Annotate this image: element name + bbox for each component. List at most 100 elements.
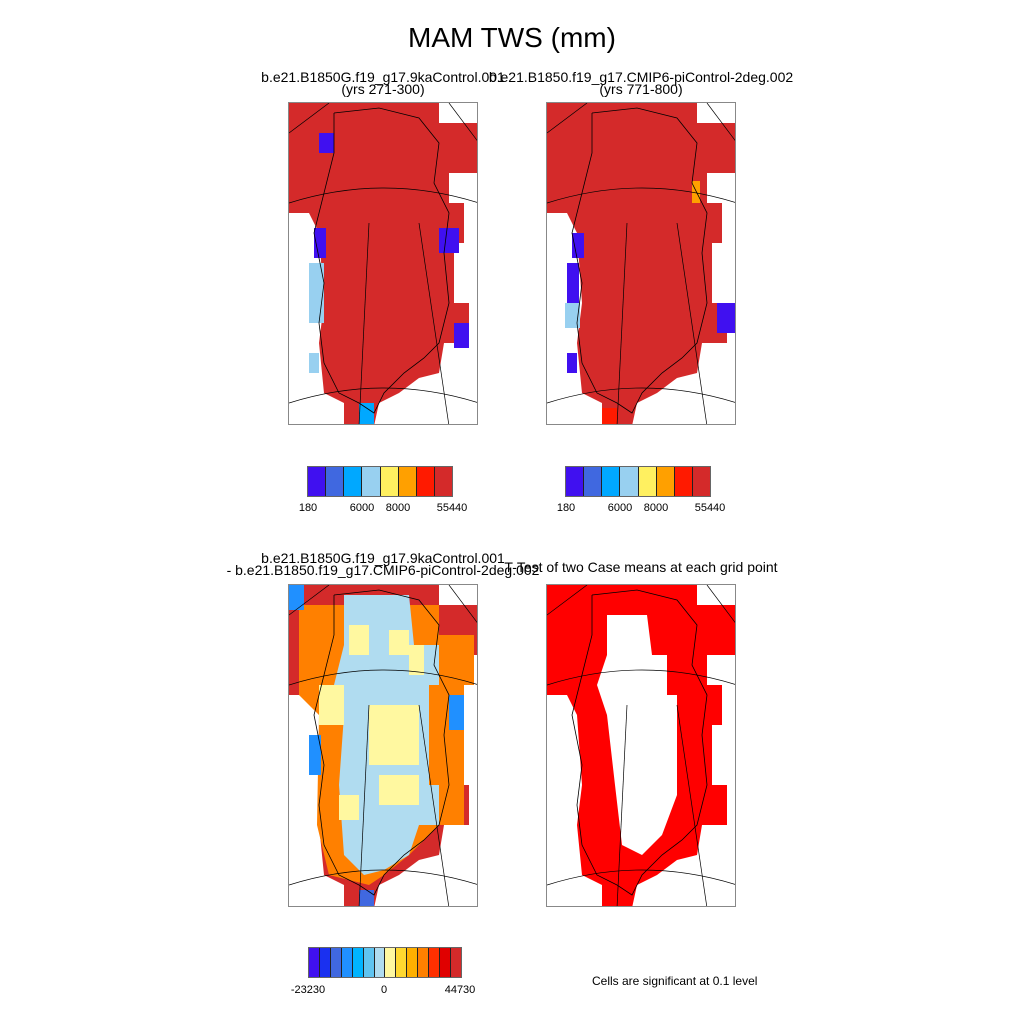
grid-cell xyxy=(565,303,580,328)
meridian-line xyxy=(418,704,450,906)
colorbar-swatch xyxy=(416,467,435,496)
panel2-title-line1: b.e21.B1850.f19_g17.CMIP6-piControl-2deg… xyxy=(488,69,794,85)
colorbar1-label: 180 xyxy=(298,502,318,514)
grid-cell xyxy=(389,630,409,655)
map-panel-difference xyxy=(288,584,478,907)
coastline xyxy=(571,107,708,414)
meridian-line xyxy=(706,103,735,141)
grid-cell xyxy=(339,795,359,820)
colorbar2-label: 180 xyxy=(556,502,576,514)
meridian-line xyxy=(358,704,370,906)
colorbar-swatch xyxy=(440,948,451,977)
grid-cell xyxy=(289,590,297,605)
map-panel-ttest xyxy=(546,584,736,907)
panel2-title: b.e21.B1850.f19_g17.CMIP6-piControl-2deg… xyxy=(488,69,794,97)
grid-cell xyxy=(349,625,369,655)
grid-cell xyxy=(572,233,584,258)
grid-cell xyxy=(309,735,321,775)
grid-cell xyxy=(309,263,324,323)
colorbar1-label: 8000 xyxy=(385,502,411,514)
colorbar-swatch xyxy=(362,467,381,496)
colorbar3-label: -23230 xyxy=(290,984,326,996)
coastline xyxy=(313,107,450,414)
colorbar-swatch xyxy=(620,467,639,496)
meridian-line xyxy=(289,103,330,134)
colorbar-swatch xyxy=(656,467,675,496)
colorbar-swatch xyxy=(450,948,461,977)
figure-title: MAM TWS (mm) xyxy=(408,22,616,53)
panel1-title-line2: (yrs 271-300) xyxy=(341,81,425,97)
colorbar-swatch xyxy=(638,467,657,496)
colorbar-swatch xyxy=(396,948,408,977)
colorbar1-label: 55440 xyxy=(436,502,468,514)
panel3-title-line2: - b.e21.B1850.f19_g17.CMIP6-piControl-2d… xyxy=(226,562,540,578)
ice-sheet-field xyxy=(547,103,735,424)
colorbar-swatch xyxy=(429,948,441,977)
meridian-line xyxy=(616,704,628,906)
colorbar-swatch xyxy=(344,467,363,496)
panel2-title-line2: (yrs 771-800) xyxy=(599,81,683,97)
colorbar-swatch xyxy=(566,467,585,496)
colorbar-swatch xyxy=(380,467,399,496)
colorbar-swatch xyxy=(407,948,419,977)
grid-cell xyxy=(379,775,419,805)
colorbar3-label: 0 xyxy=(380,984,388,996)
colorbar-case1 xyxy=(307,466,453,497)
grid-cell xyxy=(359,890,374,906)
colorbar-swatch xyxy=(674,467,693,496)
latitude-line xyxy=(289,869,477,886)
colorbar-swatch xyxy=(398,467,417,496)
grid-cell xyxy=(567,263,579,303)
colorbar-swatch xyxy=(330,948,342,977)
grid-cell xyxy=(319,685,344,725)
meridian-line xyxy=(418,222,450,424)
non-significant-region xyxy=(597,615,677,855)
map-panel-case1 xyxy=(288,102,478,425)
latitude-line xyxy=(547,187,735,204)
panel3-title: b.e21.B1850G.f19_g17.9kaControl.001 - b.… xyxy=(226,550,540,578)
colorbar-swatch xyxy=(602,467,621,496)
significance-note: Cells are significant at 0.1 level xyxy=(592,974,758,988)
grid-cell xyxy=(409,645,424,675)
colorbar-case2 xyxy=(565,466,711,497)
colorbar-swatch xyxy=(692,467,710,496)
colorbar-swatch xyxy=(352,948,364,977)
meridian-line xyxy=(289,585,330,616)
colorbar2-label: 8000 xyxy=(643,502,669,514)
colorbar-swatch xyxy=(374,948,386,977)
colorbar-swatch xyxy=(319,948,331,977)
grid-cell xyxy=(359,403,374,424)
latitude-line xyxy=(289,669,477,686)
meridian-line xyxy=(706,585,735,623)
meridian-line xyxy=(448,103,477,141)
colorbar-swatch xyxy=(385,948,397,977)
grid-cell xyxy=(602,408,617,424)
map-panel-case2 xyxy=(546,102,736,425)
colorbar-swatch xyxy=(308,467,327,496)
panel4-title: T-Test of two Case means at each grid po… xyxy=(504,559,778,575)
meridian-line xyxy=(616,222,628,424)
colorbar-swatch xyxy=(418,948,430,977)
latitude-line xyxy=(289,387,477,404)
meridian-line xyxy=(676,704,708,906)
colorbar-difference xyxy=(308,947,462,978)
meridian-line xyxy=(448,585,477,623)
meridian-line xyxy=(676,222,708,424)
coastline xyxy=(571,589,708,896)
latitude-line xyxy=(289,187,477,204)
grid-cell xyxy=(439,228,459,253)
colorbar-swatch xyxy=(434,467,452,496)
meridian-line xyxy=(547,585,588,616)
grid-cell xyxy=(314,228,326,258)
coastline xyxy=(313,589,450,896)
colorbar-swatch xyxy=(309,948,320,977)
panel1-title-line1: b.e21.B1850G.f19_g17.9kaControl.001 xyxy=(261,69,505,85)
colorbar3-label: 44730 xyxy=(444,984,476,996)
colorbar-swatch xyxy=(326,467,345,496)
panel3-title-line1: b.e21.B1850G.f19_g17.9kaControl.001 xyxy=(261,550,505,566)
colorbar-swatch xyxy=(341,948,353,977)
grid-cell xyxy=(449,695,464,730)
meridian-line xyxy=(547,103,588,134)
colorbar2-label: 55440 xyxy=(694,502,726,514)
